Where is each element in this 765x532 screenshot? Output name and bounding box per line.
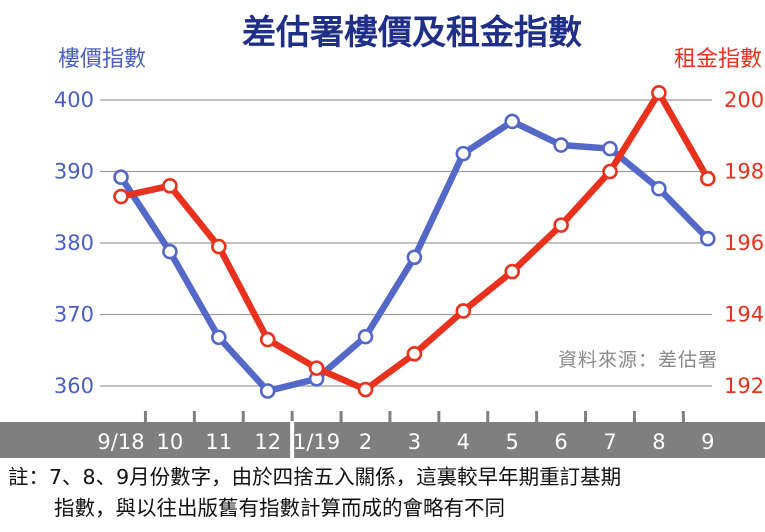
series-0-point-2	[211, 329, 227, 346]
series-0-point-9	[553, 137, 569, 153]
right-tick-194: 194	[724, 303, 764, 327]
x-tick-label-3: 12	[254, 430, 281, 454]
x-tick-label-2: 11	[205, 430, 232, 454]
series-1-point-10	[602, 163, 618, 180]
series-0-point-8	[504, 113, 521, 130]
x-tick-label-4: 1/19	[293, 430, 340, 454]
x-tick-label-7: 4	[457, 430, 470, 454]
left-tick-370: 370	[54, 303, 94, 327]
series-0-point-11	[651, 180, 667, 197]
series-0-point-6	[406, 249, 423, 266]
series-1-point-3	[259, 331, 276, 348]
right-axis-title: 租金指數	[674, 47, 762, 72]
series-1-point-9	[553, 217, 569, 233]
x-tick-label-0: 9/18	[97, 430, 144, 454]
left-tick-390: 390	[54, 160, 94, 184]
series-1-point-1	[162, 178, 178, 194]
x-tick-label-9: 6	[554, 430, 567, 454]
series-0-point-1	[162, 243, 178, 260]
left-tick-400: 400	[54, 88, 94, 112]
source-label: 資料來源：差估署	[558, 349, 718, 371]
left-axis-ticks: 360 370 380 390 400	[54, 88, 94, 398]
series-line-1	[117, 89, 712, 393]
right-tick-196: 196	[724, 231, 764, 255]
year-separator	[290, 421, 295, 459]
chart-canvas: 差估署樓價及租金指數 樓價指數 租金指數 360 370 380 390 400 192…	[0, 13, 765, 459]
x-tick-label-1: 10	[157, 430, 184, 454]
x-tick-label-6: 3	[408, 430, 421, 454]
right-tick-200: 200	[724, 88, 764, 112]
series-1-point-0	[113, 188, 129, 205]
x-tick-label-10: 7	[603, 430, 616, 454]
chart-title: 差估署樓價及租金指數	[242, 13, 582, 53]
left-axis-title: 樓價指數	[58, 47, 146, 72]
series-1-point-5	[357, 381, 374, 398]
footnote-line-1: 註：7、8、9月份數字，由於四捨五入關係，這裏較早年期重訂基期	[8, 465, 622, 489]
series-1-point-7	[455, 303, 472, 319]
series-0-point-7	[455, 145, 472, 162]
x-axis-bar	[0, 422, 765, 458]
series-1-point-11	[651, 85, 667, 101]
series-0-point-0	[113, 169, 129, 186]
left-tick-380: 380	[54, 231, 94, 255]
series-1-point-8	[504, 263, 521, 280]
x-tick-label-11: 8	[652, 430, 665, 454]
left-tick-360: 360	[54, 374, 94, 398]
series-1-point-2	[211, 238, 227, 255]
footnote-line-2: 指數，與以往出版舊有指數計算而成的會略有不同	[54, 496, 505, 520]
series-layer	[113, 85, 716, 399]
right-tick-192: 192	[724, 374, 764, 398]
gridlines	[100, 99, 712, 387]
series-1-point-12	[699, 170, 716, 187]
x-tick-label-12: 9	[701, 430, 714, 454]
series-0-point-5	[357, 328, 374, 345]
series-0-point-10	[602, 140, 618, 157]
series-1-point-6	[406, 346, 423, 362]
right-tick-198: 198	[724, 160, 764, 184]
x-axis-band: 9/18 10 11 12 1/19 2 3 4 5 6 7 8 9	[0, 411, 765, 459]
footnote: 註：7、8、9月份數字，由於四捨五入關係，這裏較早年期重訂基期 指數，與以往出版…	[8, 462, 763, 524]
series-0-point-3	[259, 383, 276, 399]
x-tick-label-5: 2	[359, 430, 372, 454]
series-0-point-12	[699, 230, 716, 247]
right-axis-ticks: 192 194 196 198 200	[724, 88, 764, 398]
x-tick-label-8: 5	[506, 430, 519, 454]
series-1-point-4	[308, 360, 325, 376]
